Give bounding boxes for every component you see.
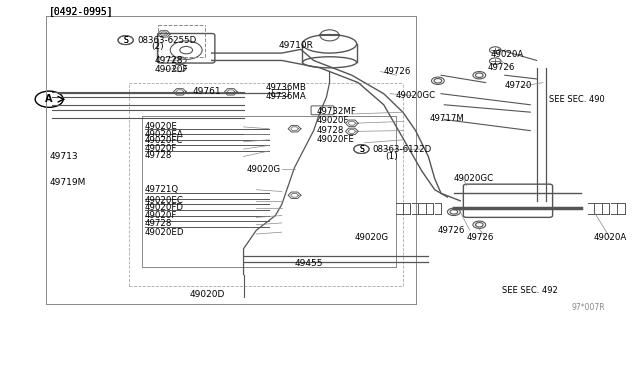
Text: 49020A: 49020A xyxy=(594,233,627,242)
Text: 49726: 49726 xyxy=(438,226,465,235)
Text: S: S xyxy=(124,36,128,45)
Text: 49455: 49455 xyxy=(294,259,323,268)
Text: 49020FE: 49020FE xyxy=(317,135,355,144)
Text: 97*007R: 97*007R xyxy=(572,303,605,312)
Text: 49728: 49728 xyxy=(145,151,172,160)
Text: 49020F: 49020F xyxy=(145,211,177,220)
Text: 49020F: 49020F xyxy=(145,144,177,153)
Text: 49726: 49726 xyxy=(467,233,494,242)
Text: 49020GC: 49020GC xyxy=(395,91,435,100)
Text: 49728: 49728 xyxy=(145,219,172,228)
Text: 49020F: 49020F xyxy=(154,65,188,74)
Text: 49726: 49726 xyxy=(488,62,515,72)
Text: (1): (1) xyxy=(386,152,398,161)
Text: A: A xyxy=(45,94,53,104)
Text: 49020D: 49020D xyxy=(189,291,225,299)
Text: 49020G: 49020G xyxy=(355,233,389,242)
Text: 49020EC: 49020EC xyxy=(145,196,184,205)
Text: 08363-6122D: 08363-6122D xyxy=(372,145,431,154)
Text: 49020E: 49020E xyxy=(145,122,178,131)
Text: 49020FC: 49020FC xyxy=(145,137,183,145)
Text: 49721Q: 49721Q xyxy=(145,185,179,194)
Text: 49732MF: 49732MF xyxy=(317,107,356,116)
Text: [0492-0995]: [0492-0995] xyxy=(49,6,114,16)
Text: (2): (2) xyxy=(151,42,164,51)
Text: SEE SEC. 492: SEE SEC. 492 xyxy=(502,286,557,295)
Text: 49717M: 49717M xyxy=(429,114,465,123)
Text: 49710R: 49710R xyxy=(278,41,314,50)
Text: 49728: 49728 xyxy=(317,126,344,135)
Text: 49713: 49713 xyxy=(49,152,78,161)
Text: 49020EA: 49020EA xyxy=(145,130,184,139)
Text: 49020FD: 49020FD xyxy=(145,203,184,212)
Text: 49020GC: 49020GC xyxy=(454,174,494,183)
Text: 49736MB: 49736MB xyxy=(266,83,307,92)
Text: 49020F: 49020F xyxy=(317,116,349,125)
Bar xyxy=(272,89,288,96)
Text: S: S xyxy=(124,36,128,45)
Text: 49728: 49728 xyxy=(154,56,183,65)
Text: [0492-0995]: [0492-0995] xyxy=(49,6,114,16)
Text: SEE SEC. 490: SEE SEC. 490 xyxy=(549,96,605,105)
Text: 49020G: 49020G xyxy=(246,165,281,174)
Text: 49761: 49761 xyxy=(193,87,221,96)
Text: 49020A: 49020A xyxy=(491,50,524,59)
Text: 49720: 49720 xyxy=(505,81,532,90)
Text: 08363-6255D: 08363-6255D xyxy=(137,36,196,45)
Text: S: S xyxy=(359,145,364,154)
Text: 49719M: 49719M xyxy=(49,178,86,187)
Text: 49736MA: 49736MA xyxy=(266,92,307,101)
Text: 49020ED: 49020ED xyxy=(145,228,184,237)
Text: 49726: 49726 xyxy=(384,67,411,76)
Text: S: S xyxy=(359,145,364,154)
